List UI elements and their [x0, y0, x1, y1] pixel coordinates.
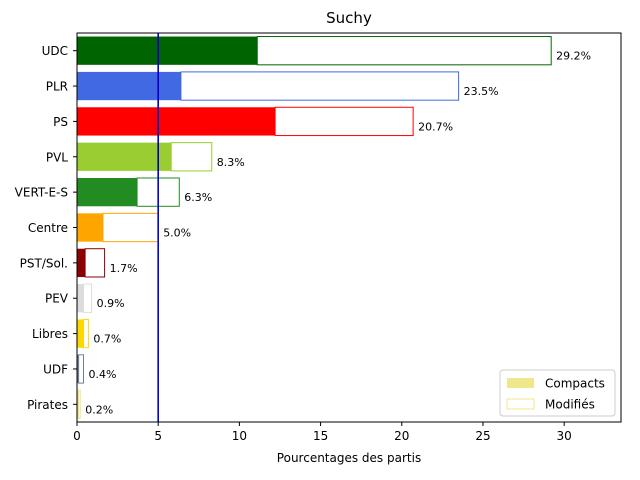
bar-compacts-2	[77, 107, 276, 136]
bar-compacts-10	[77, 390, 79, 419]
bar-compacts-0	[77, 36, 258, 65]
bar-compacts-5	[77, 213, 103, 242]
x-tick-label-6: 30	[557, 429, 572, 443]
y-tick-label-5: Centre	[28, 221, 68, 235]
x-tick-label-4: 20	[394, 429, 409, 443]
y-tick-label-7: PEV	[45, 292, 69, 306]
value-label-5: 5.0%	[163, 227, 191, 240]
x-tick-label-5: 25	[475, 429, 490, 443]
bar-modifies-2	[274, 106, 414, 137]
y-tick-label-4: VERT-E-S	[15, 186, 68, 200]
plot-frame	[76, 32, 622, 423]
bar-modifies-9	[78, 354, 84, 384]
value-label-0: 29.2%	[556, 50, 591, 63]
bar-compacts-8	[77, 319, 84, 348]
bar-compacts-9	[77, 354, 79, 384]
bar-modifies-0	[256, 36, 552, 66]
legend-swatch-1	[506, 398, 535, 410]
value-label-4: 6.3%	[184, 191, 212, 204]
y-tick-label-2: PS	[53, 115, 68, 129]
legend-label-1: Modifiés	[545, 398, 595, 412]
y-tick-label-6: PST/Sol.	[20, 256, 68, 270]
bar-modifies-10	[78, 389, 81, 419]
bar-compacts-6	[77, 248, 86, 278]
x-axis-label: Pourcentages des partis	[276, 451, 422, 465]
bar-modifies-3	[170, 142, 213, 172]
bar-compacts-1	[77, 71, 181, 101]
value-label-9: 0.4%	[88, 368, 116, 381]
legend-label-0: Compacts	[545, 377, 605, 391]
y-tick-label-8: Libres	[32, 327, 68, 341]
value-label-6: 1.7%	[110, 262, 138, 275]
y-tick-label-9: UDF	[43, 362, 68, 376]
y-tick-label-0: UDC	[42, 44, 68, 58]
x-tick-label-2: 10	[232, 429, 247, 443]
x-tick-label-1: 5	[154, 429, 162, 443]
bar-modifies-8	[82, 318, 89, 349]
bar-modifies-7	[82, 283, 93, 313]
value-label-2: 20.7%	[418, 120, 453, 133]
bar-modifies-5	[102, 212, 159, 243]
y-tick-label-3: PVL	[46, 150, 68, 164]
value-label-1: 23.5%	[464, 85, 499, 98]
value-label-8: 0.7%	[93, 333, 121, 346]
x-tick-label-0: 0	[73, 429, 81, 443]
x-tick-label-3: 15	[313, 429, 328, 443]
bar-compacts-3	[77, 142, 172, 171]
chart-title: Suchy	[326, 9, 372, 27]
value-label-10: 0.2%	[85, 403, 113, 416]
bar-modifies-1	[180, 71, 460, 101]
legend-swatch-0	[507, 378, 534, 388]
value-label-3: 8.3%	[217, 156, 245, 169]
y-tick-label-10: Pirates	[27, 398, 68, 412]
bar-modifies-6	[84, 248, 106, 278]
value-label-7: 0.9%	[97, 297, 125, 310]
bar-compacts-4	[77, 177, 138, 207]
bar-compacts-7	[77, 284, 84, 313]
y-tick-label-1: PLR	[46, 80, 68, 94]
